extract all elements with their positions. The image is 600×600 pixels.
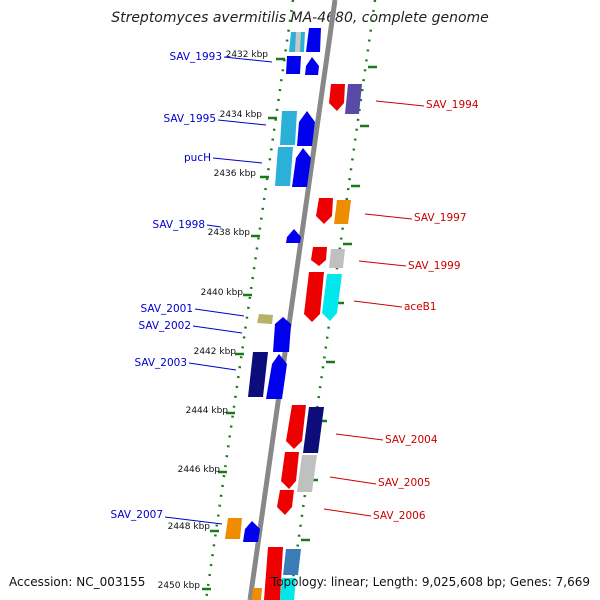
gene-feature[interactable] bbox=[311, 247, 327, 266]
gene-label-left[interactable]: SAV_2003 bbox=[134, 357, 187, 369]
gene-label-left[interactable]: SAV_1995 bbox=[163, 113, 216, 125]
gene-feature[interactable] bbox=[286, 56, 301, 74]
gene-feature[interactable] bbox=[281, 452, 299, 489]
tick-label: 2444 kbp bbox=[186, 406, 229, 416]
gene-feature[interactable] bbox=[295, 32, 301, 52]
accession-text: Accession: NC_003155 bbox=[9, 575, 145, 589]
gene-label-right[interactable]: SAV_1999 bbox=[408, 260, 461, 272]
tick-label: 2436 kbp bbox=[214, 169, 257, 179]
gene-feature[interactable] bbox=[305, 57, 319, 75]
gene-label-left[interactable]: SAV_1993 bbox=[169, 51, 222, 63]
gene-feature[interactable] bbox=[286, 229, 301, 243]
gene-feature[interactable] bbox=[322, 274, 342, 321]
gene-feature[interactable] bbox=[292, 148, 311, 187]
gene-feature[interactable] bbox=[248, 352, 268, 397]
gene-feature[interactable] bbox=[334, 200, 351, 224]
gene-feature[interactable] bbox=[257, 314, 273, 324]
band-left-boundary bbox=[204, 0, 295, 600]
gene-feature[interactable] bbox=[264, 547, 283, 600]
tick-label: 2432 kbp bbox=[226, 50, 269, 60]
gene-feature[interactable] bbox=[297, 455, 317, 492]
gene-feature[interactable] bbox=[303, 407, 324, 453]
band-right-boundary bbox=[288, 0, 377, 600]
gene-feature[interactable] bbox=[304, 272, 324, 322]
gene-label-left[interactable]: pucH bbox=[184, 152, 211, 164]
gene-label-left[interactable]: SAV_2001 bbox=[140, 303, 193, 315]
gene-feature[interactable] bbox=[277, 490, 294, 515]
gene-label-right[interactable]: SAV_1997 bbox=[414, 212, 467, 224]
gene-feature[interactable] bbox=[329, 84, 345, 111]
gene-feature[interactable] bbox=[280, 578, 296, 600]
gene-feature[interactable] bbox=[280, 111, 297, 145]
gene-feature[interactable] bbox=[225, 518, 242, 539]
gene-label-right[interactable]: SAV_1994 bbox=[426, 99, 479, 111]
tick-label: 2440 kbp bbox=[201, 288, 244, 298]
tick-label: 2434 kbp bbox=[220, 110, 263, 120]
tick-label: 2448 kbp bbox=[168, 522, 211, 532]
gene-feature[interactable] bbox=[243, 521, 260, 542]
gene-feature[interactable] bbox=[329, 249, 345, 268]
gene-label-left[interactable]: SAV_2002 bbox=[138, 320, 191, 332]
gene-feature[interactable] bbox=[252, 588, 262, 600]
gene-label-right[interactable]: SAV_2004 bbox=[385, 434, 438, 446]
gene-feature[interactable] bbox=[266, 354, 287, 399]
right-gene-labels: SAV_1994 SAV_1997 SAV_1999 aceB1 SAV_200… bbox=[323, 99, 479, 522]
gene-label-right[interactable]: SAV_2006 bbox=[373, 510, 426, 522]
genome-summary-text: Topology: linear; Length: 9,025,608 bp; … bbox=[270, 575, 590, 589]
gene-label-right[interactable]: SAV_2005 bbox=[378, 477, 431, 489]
gene-feature[interactable] bbox=[345, 84, 362, 114]
gene-label-left[interactable]: SAV_2007 bbox=[110, 509, 163, 521]
gene-label-left[interactable]: SAV_1998 bbox=[152, 219, 205, 231]
gene-feature[interactable] bbox=[316, 198, 333, 224]
tick-label: 2438 kbp bbox=[208, 228, 251, 238]
tick-label: 2446 kbp bbox=[178, 465, 221, 475]
kbp-ticks bbox=[202, 57, 285, 591]
gene-feature[interactable] bbox=[275, 147, 293, 186]
gene-feature[interactable] bbox=[306, 28, 321, 52]
gene-label-right[interactable]: aceB1 bbox=[404, 301, 437, 313]
map-title: Streptomyces avermitilis MA-4680, comple… bbox=[111, 10, 489, 26]
genome-axis bbox=[247, 0, 338, 600]
gene-feature[interactable] bbox=[283, 549, 301, 575]
left-gene-labels: SAV_1993 SAV_1995 pucH SAV_1998 SAV_2001… bbox=[110, 51, 273, 525]
tick-label: 2442 kbp bbox=[194, 347, 237, 357]
tick-label: 2450 kbp bbox=[158, 581, 201, 591]
gene-feature[interactable] bbox=[286, 405, 306, 449]
gene-feature[interactable] bbox=[273, 317, 291, 352]
gene-feature[interactable] bbox=[297, 111, 315, 146]
